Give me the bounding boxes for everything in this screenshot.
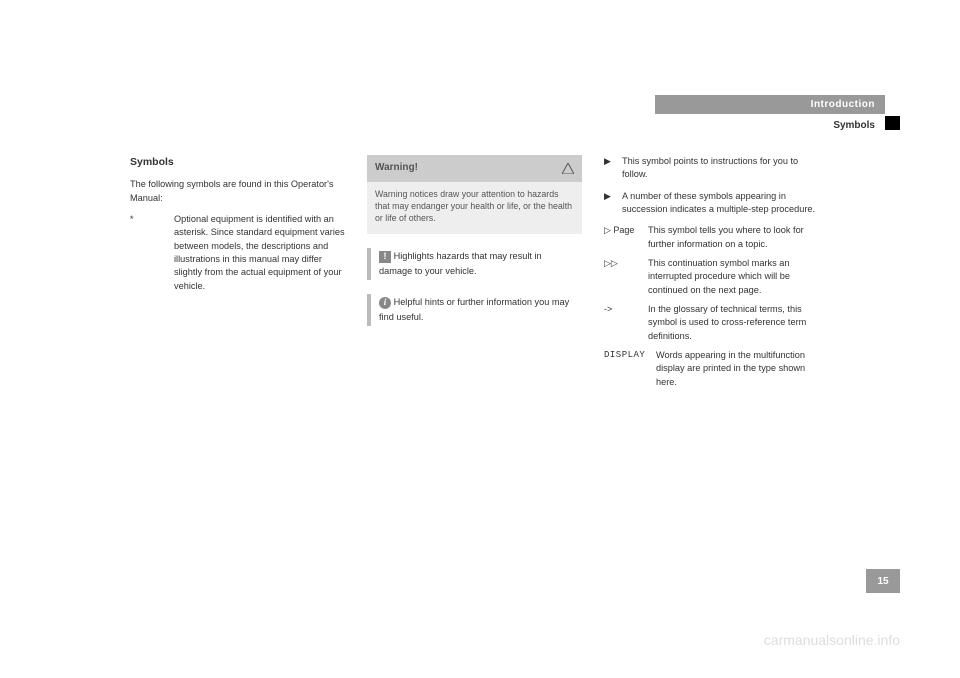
bullet-text: A number of these symbols appearing in s… bbox=[622, 190, 819, 217]
glossary-text: In the glossary of technical terms, this… bbox=[648, 303, 819, 343]
info-text: Helpful hints or further information you… bbox=[379, 297, 569, 322]
bullet-text: This symbol points to instructions for y… bbox=[622, 155, 819, 182]
instruction-bullet-2: ▶ A number of these symbols appearing in… bbox=[604, 190, 819, 217]
section-title: Symbols bbox=[130, 155, 345, 170]
watermark: carmanualsonline.info bbox=[764, 632, 900, 648]
hazard-callout: ! Highlights hazards that may result in … bbox=[367, 248, 582, 280]
triangle-bullet-icon: ▶ bbox=[604, 155, 614, 182]
exclamation-icon: ! bbox=[379, 251, 391, 263]
column-1: Symbols The following symbols are found … bbox=[130, 155, 345, 395]
warning-header: Warning! bbox=[367, 155, 582, 182]
page-container: Introduction Symbols Symbols The followi… bbox=[0, 0, 960, 678]
page-ref-definition: ▷ Page This symbol tells you where to lo… bbox=[604, 224, 819, 251]
asterisk-definition: * Optional equipment is identified with … bbox=[130, 213, 345, 293]
hazard-text: Highlights hazards that may result in da… bbox=[379, 251, 542, 276]
column-2: Warning! Warning notices draw your atten… bbox=[367, 155, 582, 395]
continuation-definition: ▷▷ This continuation symbol marks an int… bbox=[604, 257, 819, 297]
page-number: 15 bbox=[866, 569, 900, 593]
content-columns: Symbols The following symbols are found … bbox=[130, 155, 880, 395]
asterisk-symbol: * bbox=[130, 213, 164, 293]
info-icon: i bbox=[379, 297, 391, 309]
display-symbol: DISPLAY bbox=[604, 349, 646, 389]
page-ref-text: This symbol tells you where to look for … bbox=[648, 224, 819, 251]
continuation-symbol: ▷▷ bbox=[604, 257, 638, 297]
intro-text: The following symbols are found in this … bbox=[130, 178, 345, 205]
page-ref-symbol: ▷ Page bbox=[604, 224, 638, 251]
warning-title: Warning! bbox=[375, 161, 418, 176]
asterisk-text: Optional equipment is identified with an… bbox=[174, 213, 345, 293]
section-header: Symbols bbox=[705, 116, 885, 135]
display-definition: DISPLAY Words appearing in the multifunc… bbox=[604, 349, 819, 389]
triangle-bullet-icon: ▶ bbox=[604, 190, 614, 217]
instruction-bullet-1: ▶ This symbol points to instructions for… bbox=[604, 155, 819, 182]
warning-triangle-icon bbox=[562, 163, 574, 174]
glossary-symbol: -> bbox=[604, 303, 638, 343]
display-text: Words appearing in the multifunction dis… bbox=[656, 349, 819, 389]
continuation-text: This continuation symbol marks an interr… bbox=[648, 257, 819, 297]
section-marker bbox=[885, 116, 900, 130]
glossary-definition: -> In the glossary of technical terms, t… bbox=[604, 303, 819, 343]
chapter-header: Introduction bbox=[655, 95, 885, 114]
warning-body: Warning notices draw your attention to h… bbox=[367, 182, 582, 235]
column-3: ▶ This symbol points to instructions for… bbox=[604, 155, 819, 395]
info-callout: i Helpful hints or further information y… bbox=[367, 294, 582, 326]
